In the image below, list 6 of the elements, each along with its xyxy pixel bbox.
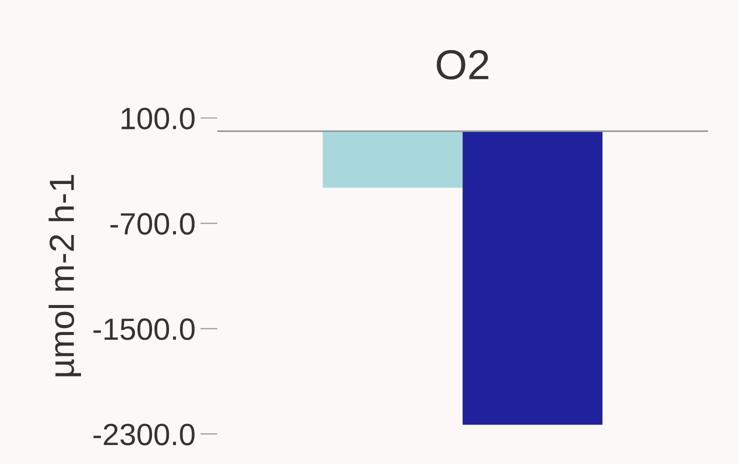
y-tick-label: -700.0: [110, 213, 195, 235]
y-tick-label: -2300.0: [93, 424, 195, 446]
y-tick-label: 100.0: [122, 108, 195, 130]
chart-title: O2: [436, 50, 488, 80]
y-tick-label: -1500.0: [93, 318, 195, 340]
y-axis-title: µmol m-2 h-1: [48, 175, 82, 376]
